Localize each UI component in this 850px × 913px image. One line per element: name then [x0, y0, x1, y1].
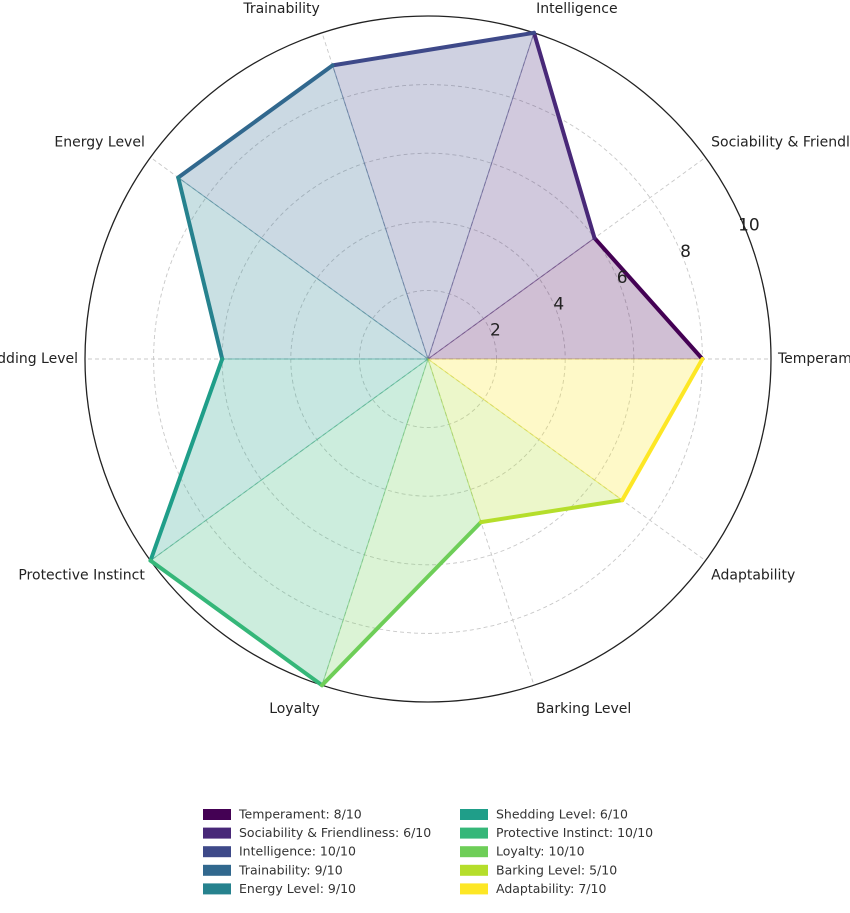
axis-label: Energy Level: [54, 135, 144, 151]
radar-edge: [320, 520, 483, 688]
axis-label: Sociability & Friendliness: [711, 135, 850, 151]
legend-entry: Barking Level: 5/10: [496, 862, 617, 877]
radar-edge: [531, 30, 597, 241]
grid-circle: [290, 221, 566, 497]
legend-swatch: [203, 883, 231, 895]
sector-layer: [149, 31, 704, 687]
radial-tick-label: 10: [738, 216, 760, 236]
radar-edge: [148, 558, 325, 688]
grid-spoke: [427, 32, 535, 360]
legend-swatch: [460, 809, 488, 820]
axis-label: Trainability: [242, 1, 320, 17]
legend-swatch: [460, 883, 488, 895]
legend-swatch: [460, 827, 488, 839]
axis-label: Intelligence: [536, 1, 617, 17]
grid-spoke: [427, 157, 706, 360]
legend-entry: Adaptability: 7/10: [496, 881, 606, 896]
legend-swatch: [203, 864, 231, 876]
legend-entry: Temperament: 8/10: [238, 807, 362, 822]
legend-swatch: [203, 846, 231, 858]
outer-circle: [84, 15, 772, 703]
radar-edge: [148, 357, 225, 563]
legend-entry: Loyalty: 10/10: [496, 844, 585, 859]
radar-edge: [478, 498, 625, 525]
grid-spoke: [321, 358, 429, 686]
radial-tick-label: 4: [553, 294, 564, 314]
axis-label: Protective Instinct: [18, 567, 145, 583]
radial-tick-label: 6: [617, 268, 628, 288]
legend-entry: Protective Instinct: 10/10: [496, 825, 653, 840]
grid-spoke: [427, 358, 706, 561]
legend-entry: Sociability & Friendliness: 6/10: [239, 825, 431, 840]
legend-entry: Shedding Level: 6/10: [496, 807, 628, 822]
radar-edge: [176, 175, 225, 361]
axis-label: Shedding Level: [0, 351, 78, 367]
radar-edge: [592, 236, 705, 361]
legend-entry: Trainability: 9/10: [238, 862, 343, 877]
axis-labels: Temperament Sociability & Friendliness Int…: [0, 1, 850, 717]
radial-ticks: 2 4 6 8 10: [490, 216, 760, 341]
radar-edge: [620, 357, 705, 503]
radar-edge: [176, 63, 335, 180]
edge-layer: [148, 30, 705, 688]
axis-label: Temperament: [777, 351, 850, 367]
legend-swatch: [203, 827, 231, 839]
axis-label: Adaptability: [711, 567, 795, 583]
legend-swatch: [460, 846, 488, 858]
radar-edge: [330, 30, 536, 68]
legend: Temperament: 8/10 Sociability & Friendlin…: [203, 807, 653, 896]
radial-tick-label: 8: [680, 242, 691, 262]
grid-spoke: [150, 157, 429, 360]
grid-circle: [358, 289, 498, 429]
legend-swatch: [460, 864, 488, 876]
legend-swatch: [203, 809, 231, 820]
legend-entry: Energy Level: 9/10: [239, 881, 356, 896]
grid-spoke: [321, 32, 429, 360]
axis-label: Loyalty: [269, 701, 320, 717]
radial-tick-label: 2: [490, 321, 501, 341]
legend-entry: Intelligence: 10/10: [239, 844, 356, 859]
axis-label: Barking Level: [536, 701, 631, 717]
grid-spoke: [150, 358, 429, 561]
